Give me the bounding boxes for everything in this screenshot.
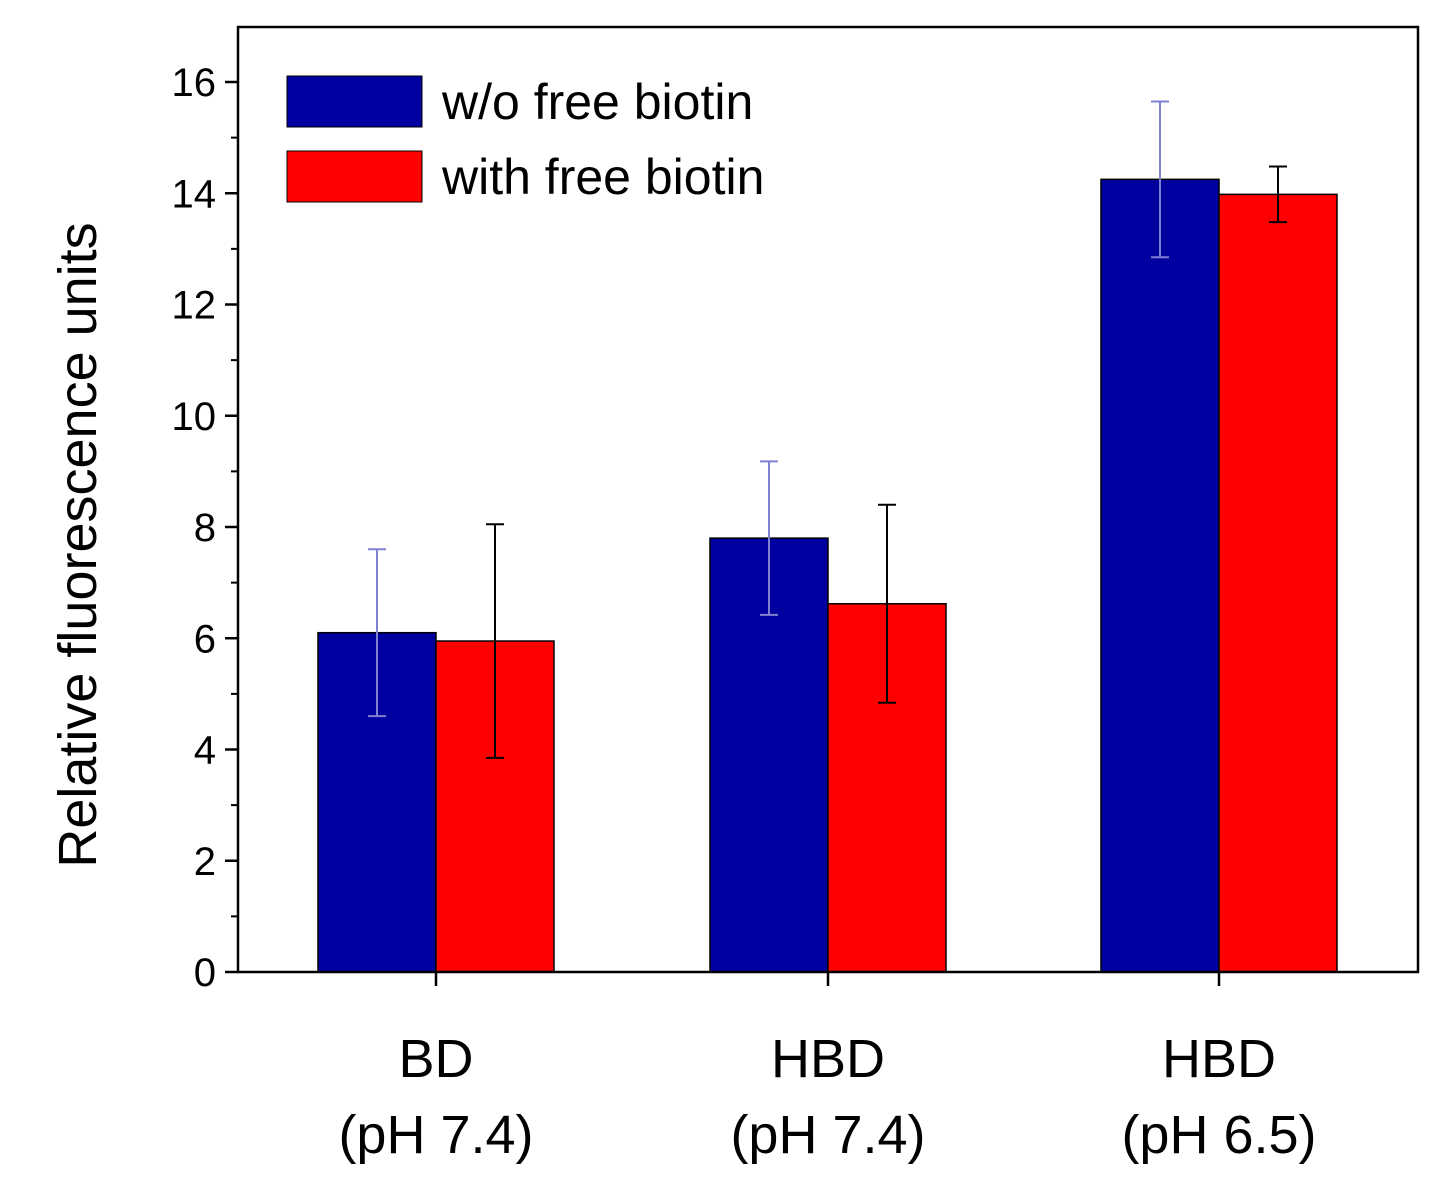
y-tick-label: 4 [194, 729, 216, 773]
legend-swatch [286, 150, 423, 203]
y-tick-label: 0 [194, 951, 216, 995]
y-tick-label: 8 [194, 506, 216, 550]
y-tick-label: 2 [194, 840, 216, 884]
x-tick-label: HBD [1162, 1029, 1276, 1089]
x-axis: BD (pH 7.4) HBD (pH 7.4) HBD (pH 6.5) [338, 972, 1317, 1165]
bar [1218, 193, 1338, 973]
y-tick-label: 6 [194, 617, 216, 661]
y-tick-label: 16 [172, 61, 217, 105]
legend-label: with free biotin [441, 149, 764, 205]
x-tick-label: HBD [771, 1029, 885, 1089]
y-axis-label: Relative fluorescence units [48, 222, 108, 867]
x-tick-label: BD [398, 1029, 473, 1089]
legend-swatch [286, 75, 423, 128]
error-bars-layer [368, 100, 1287, 759]
y-tick-label: 12 [172, 284, 217, 328]
bars-layer [317, 178, 1338, 973]
x-tick-label: (pH 6.5) [1121, 1105, 1316, 1165]
y-axis: 0 2 4 6 8 10 12 14 16 [172, 61, 238, 995]
y-tick-label: 14 [172, 172, 217, 216]
x-tick-label: (pH 7.4) [338, 1105, 533, 1165]
bar [1100, 178, 1220, 973]
legend-label: w/o free biotin [441, 74, 753, 130]
legend: w/o free biotin with free biotin [286, 74, 764, 205]
y-tick-label: 10 [172, 395, 217, 439]
x-tick-label: (pH 7.4) [730, 1105, 925, 1165]
